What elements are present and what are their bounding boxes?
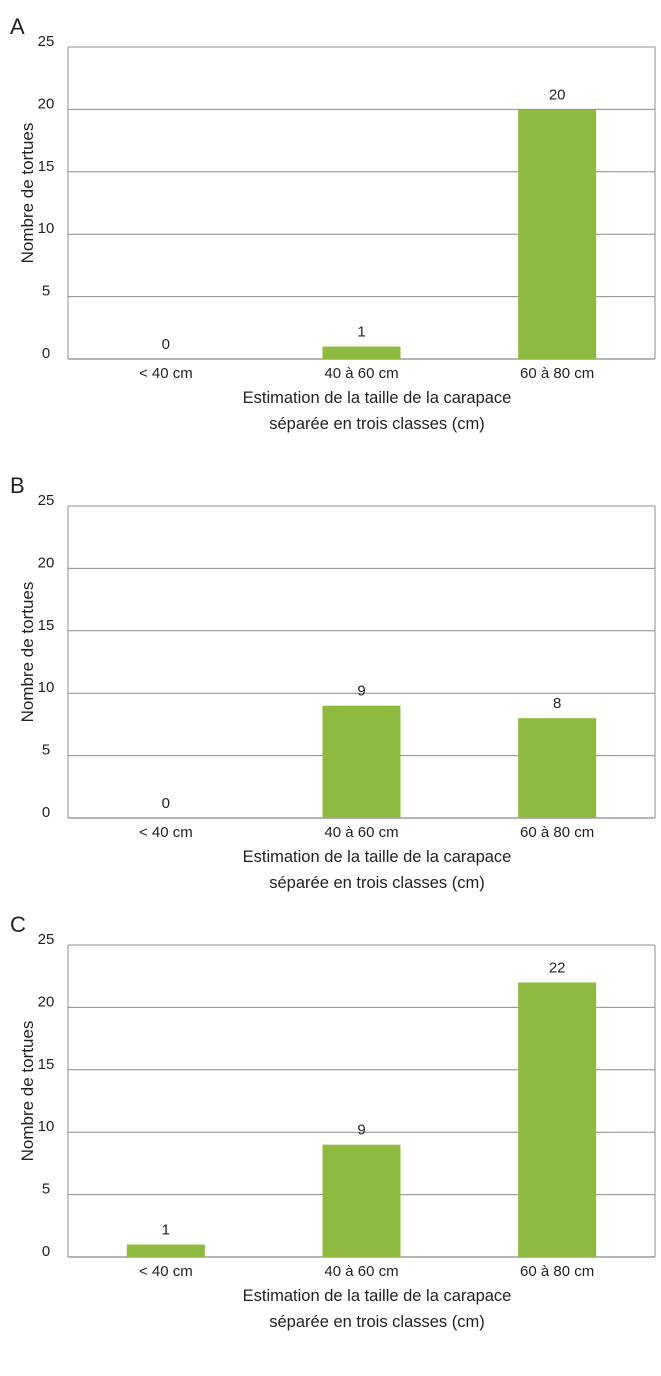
chart-panel-c: C 0 5 10 15 20 25 1 < 40 cm 9 40 à 60 cm 22 60 à 80… [0, 912, 661, 1376]
x-axis-title-line-1: Estimation de la taille de la carapace [242, 389, 512, 407]
y-axis-title: Nombre de tortues [18, 1020, 37, 1162]
y-tick-label: 20 [38, 95, 55, 112]
y-tick-label: 25 [38, 492, 55, 509]
y-tick-label: 5 [42, 283, 50, 300]
x-axis-title-line-1: Estimation de la taille de la carapace [242, 1287, 512, 1305]
x-tick-label: 40 à 60 cm [324, 1263, 398, 1278]
x-tick-label: 40 à 60 cm [324, 824, 398, 839]
bar-chart-c: 0 5 10 15 20 25 1 < 40 cm 9 40 à 60 cm 22 60 à 80 c… [38, 931, 656, 1278]
bar-chart-a: 0 5 10 15 20 25 0 < 40 cm 1 40 à 60 cm 20 60 à 80 c… [38, 33, 656, 380]
data-label: 9 [357, 683, 365, 700]
data-label: 0 [162, 336, 170, 353]
x-tick-label: < 40 cm [139, 1263, 193, 1278]
bar [518, 982, 597, 1257]
x-tick-label: 40 à 60 cm [324, 365, 398, 380]
y-tick-label: 10 [38, 679, 55, 696]
x-axis-title-line-2: séparée en trois classes (cm) [269, 415, 485, 433]
bar [322, 346, 401, 359]
y-tick-label: 15 [38, 617, 55, 634]
y-tick-label: 0 [42, 1243, 50, 1260]
chart-panel-a: A 0 5 10 15 20 25 0 < 40 cm 1 40 à 60 cm 20 60 à 80… [0, 14, 661, 478]
bar-chart-b: 0 5 10 15 20 25 0 < 40 cm 9 40 à 60 cm 8 60 à 80 cm [38, 492, 656, 839]
data-label: 1 [162, 1222, 170, 1239]
panel-label: B [10, 473, 25, 498]
data-label: 1 [357, 324, 365, 341]
data-label: 9 [357, 1122, 365, 1139]
x-axis-title: Estimation de la taille de la carapace s… [243, 1283, 512, 1335]
data-label: 0 [162, 795, 170, 812]
y-axis-title: Nombre de tortues [18, 122, 37, 264]
y-tick-label: 20 [38, 554, 55, 571]
panel-label: A [10, 14, 25, 39]
y-tick-label: 10 [38, 220, 55, 237]
x-tick-label: < 40 cm [139, 365, 193, 380]
data-label: 20 [549, 86, 566, 103]
x-tick-label: < 40 cm [139, 824, 193, 839]
bar [126, 1244, 205, 1257]
x-axis-title: Estimation de la taille de la carapace s… [243, 385, 512, 437]
bar [518, 109, 597, 360]
y-tick-label: 0 [42, 804, 50, 821]
x-axis-title-line-1: Estimation de la taille de la carapace [242, 848, 512, 866]
data-label: 22 [549, 959, 566, 976]
x-tick-label: 60 à 80 cm [520, 824, 594, 839]
y-tick-label: 25 [38, 33, 55, 50]
y-tick-label: 15 [38, 158, 55, 175]
x-axis-title-line-2: séparée en trois classes (cm) [269, 1313, 485, 1331]
y-tick-label: 15 [38, 1056, 55, 1073]
y-tick-label: 20 [38, 993, 55, 1010]
bar [518, 718, 597, 818]
x-axis-title-line-2: séparée en trois classes (cm) [269, 874, 485, 892]
y-tick-label: 5 [42, 742, 50, 759]
y-tick-label: 0 [42, 345, 50, 362]
x-axis-title: Estimation de la taille de la carapace s… [243, 844, 512, 896]
bar [322, 1144, 401, 1257]
chart-panel-b: B 0 5 10 15 20 25 0 < 40 cm 9 40 à 60 cm 8 60 à 80 … [0, 473, 661, 937]
y-tick-label: 25 [38, 931, 55, 948]
panel-label: C [10, 912, 26, 937]
x-tick-label: 60 à 80 cm [520, 1263, 594, 1278]
data-label: 8 [553, 695, 561, 712]
y-tick-label: 10 [38, 1118, 55, 1135]
bar [322, 705, 401, 818]
y-axis-title: Nombre de tortues [18, 581, 37, 723]
y-tick-label: 5 [42, 1181, 50, 1198]
x-tick-label: 60 à 80 cm [520, 365, 594, 380]
